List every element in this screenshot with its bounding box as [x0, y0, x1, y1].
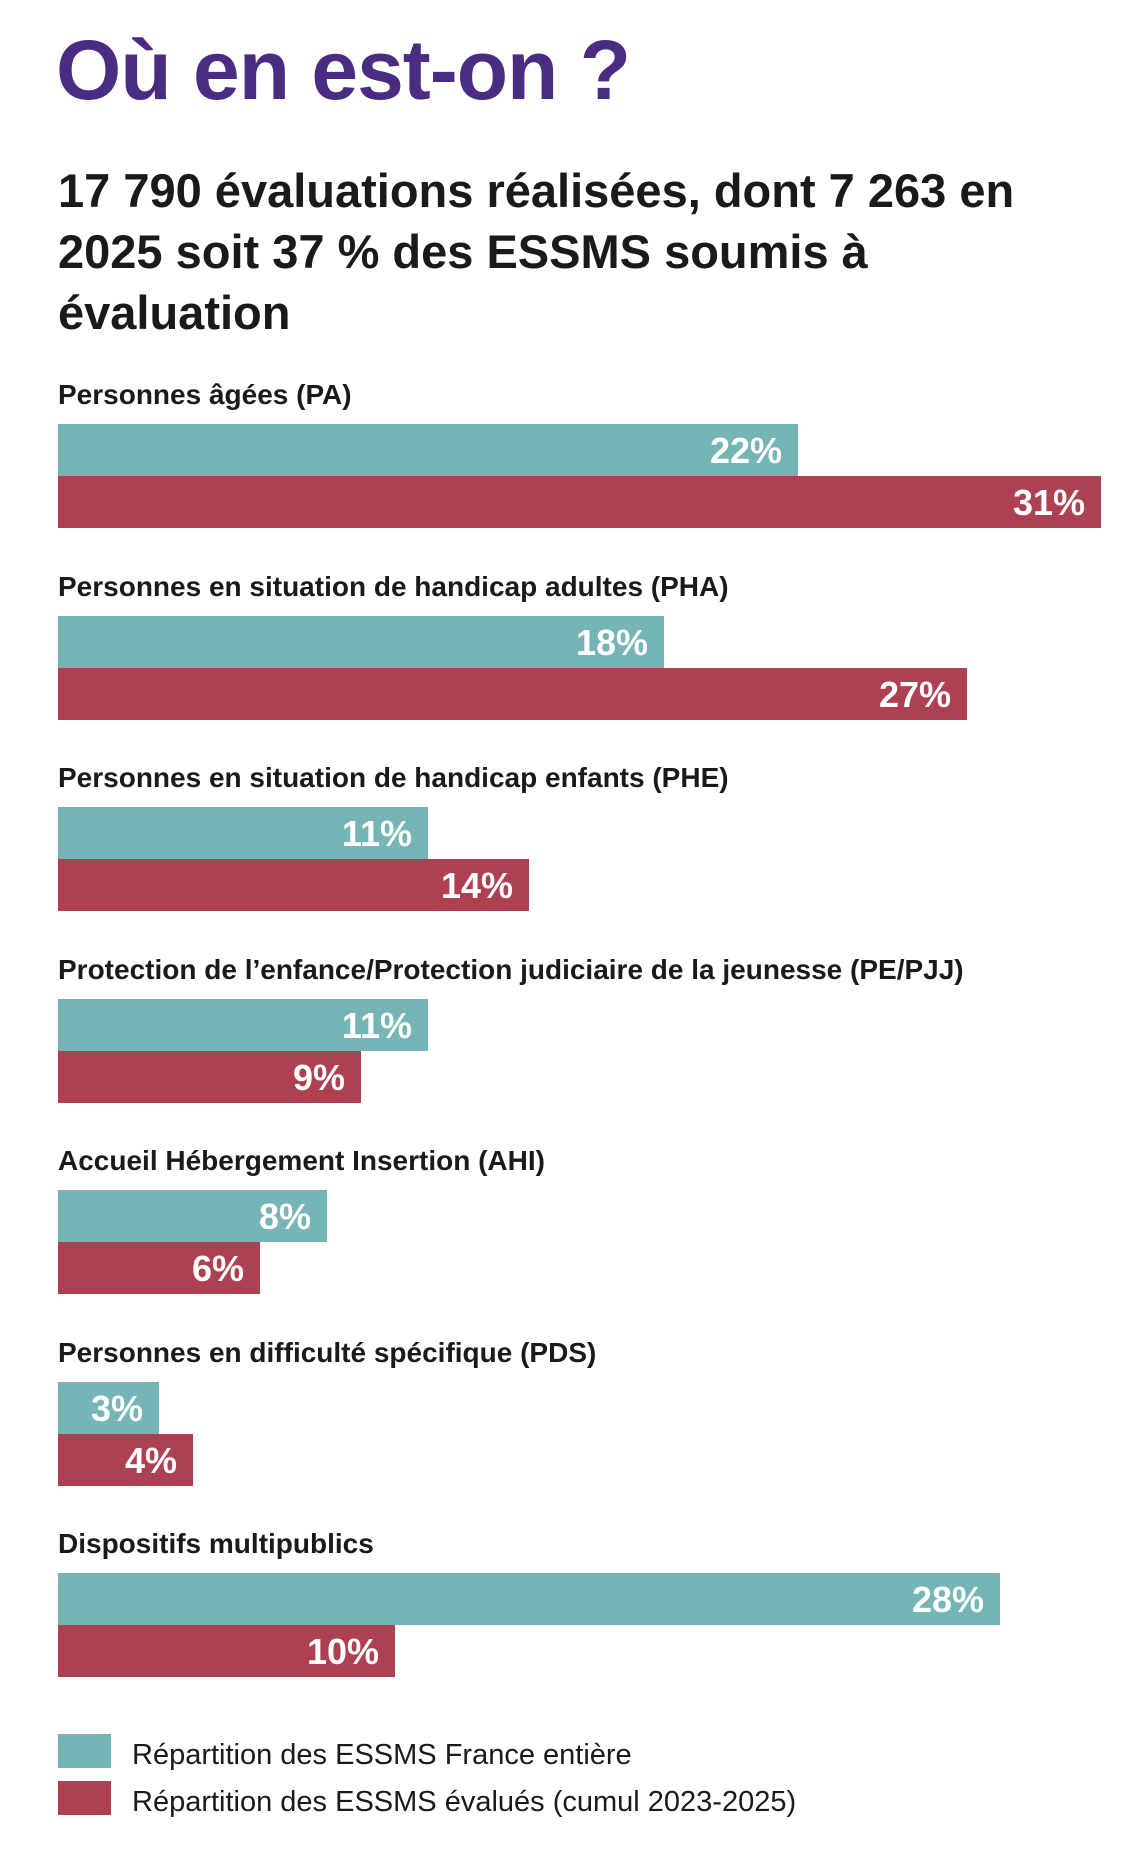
bar-evalues: 4% — [58, 1434, 193, 1486]
bar-evalues: 10% — [58, 1625, 395, 1677]
category-label: Accueil Hébergement Insertion (AHI) — [58, 1145, 545, 1176]
bar-france-entiere: 28% — [58, 1573, 1000, 1625]
legend-swatch — [58, 1734, 111, 1768]
bar-evalues: 14% — [58, 859, 529, 911]
bar-france-entiere: 3% — [58, 1382, 159, 1434]
data-label: 11% — [341, 813, 412, 854]
legend-label: Répartition des ESSMS évalués (cumul 202… — [132, 1786, 797, 1818]
bar-evalues: 9% — [58, 1051, 361, 1103]
data-label: 28% — [911, 1579, 984, 1620]
data-label: 14% — [440, 865, 513, 906]
data-label: 3% — [90, 1388, 143, 1429]
bar-france-entiere: 18% — [58, 616, 664, 668]
data-label: 22% — [709, 430, 782, 471]
bar-france-entiere: 11% — [58, 999, 428, 1051]
data-label: 31% — [1012, 482, 1085, 523]
category-label: Personnes en difficulté spécifique (PDS) — [58, 1337, 597, 1368]
data-label: 11% — [341, 1005, 412, 1046]
data-label: 6% — [191, 1248, 244, 1289]
legend-label: Répartition des ESSMS France entière — [132, 1739, 632, 1771]
category-label: Personnes âgées (PA) — [58, 379, 352, 410]
bar-evalues: 27% — [58, 668, 967, 720]
page-title: Où en est-on ? — [56, 23, 631, 117]
data-label: 27% — [878, 674, 951, 715]
category-label: Personnes en situation de handicap adult… — [58, 571, 729, 602]
data-label: 4% — [124, 1440, 177, 1481]
bar-france-entiere: 11% — [58, 807, 428, 859]
category-label: Dispositifs multipublics — [58, 1528, 374, 1559]
subtitle: 17 790 évaluations réalisées, dont 7 263… — [58, 164, 1015, 339]
data-label: 9% — [292, 1057, 345, 1098]
data-label: 18% — [575, 622, 648, 663]
data-label: 10% — [306, 1631, 379, 1672]
bar-evalues: 6% — [58, 1242, 260, 1294]
legend-swatch — [58, 1781, 111, 1815]
category-label: Personnes en situation de handicap enfan… — [58, 762, 729, 793]
bar-evalues: 31% — [58, 476, 1101, 528]
bar-france-entiere: 8% — [58, 1190, 327, 1242]
category-label: Protection de l’enfance/Protection judic… — [58, 954, 964, 985]
data-label: 8% — [258, 1196, 311, 1237]
bar-france-entiere: 22% — [58, 424, 798, 476]
